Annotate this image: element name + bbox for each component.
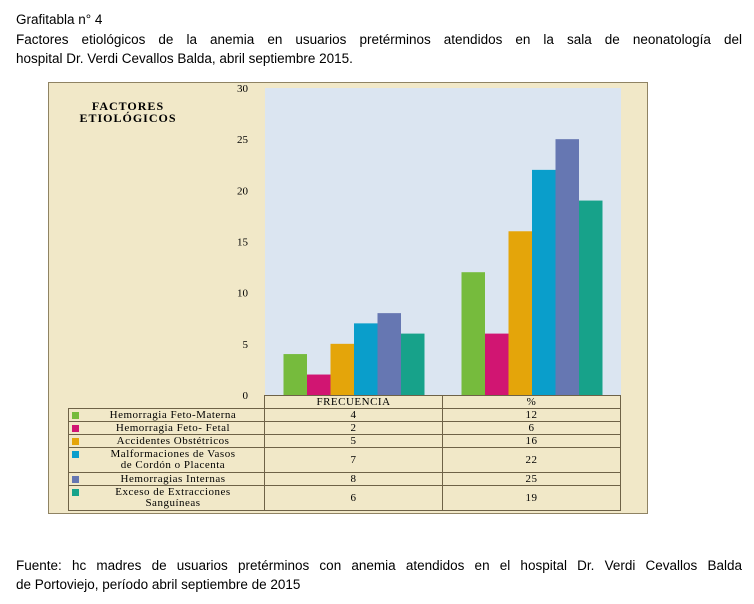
table-cell-value: 5	[264, 434, 443, 448]
table-cell-value: 25	[442, 472, 621, 486]
legend-entry-3: Accidentes Obstétricos	[68, 434, 265, 448]
legend-entry-2: Hemorragia Feto- Fetal	[68, 421, 265, 435]
table-cell-value: 16	[442, 434, 621, 448]
data-table: FRECUENCIA % Hemorragia Feto-Materna 4 12 H…	[68, 395, 621, 511]
legend-entry-6: Exceso de Extracciones Sanguíneas	[68, 485, 265, 511]
legend-entry-1: Hemorragia Feto-Materna	[68, 408, 265, 422]
table-cell-value: 2	[264, 421, 443, 435]
legend-label-line: Exceso de Extracciones	[115, 486, 231, 498]
table-cell-value: 8	[264, 472, 443, 486]
chart-title-line-1: FACTORES	[91, 99, 165, 113]
table-row: Exceso de Extracciones Sanguíneas 6 19	[68, 485, 621, 511]
bar-2-cat-2	[485, 333, 509, 395]
legend-swatch	[72, 437, 79, 445]
table-row: Accidentes Obstétricos 5 16	[68, 434, 621, 448]
legend-swatch	[72, 489, 79, 496]
legend-label-line: Malformaciones de Vasos	[110, 448, 236, 460]
legend-label-line: Accidentes Obstétricos	[116, 434, 230, 447]
table-cell-value: 22	[442, 447, 621, 473]
bar-4-cat-2	[532, 169, 556, 395]
bar-1-cat-2	[461, 272, 485, 395]
table-header-percent: %	[442, 395, 621, 409]
caption-line-1: Grafitabla n° 4	[16, 12, 103, 27]
legend-label: Accidentes Obstétricos	[82, 434, 264, 447]
table-row: Hemorragia Feto- Fetal 2 6	[68, 421, 621, 435]
y-tick-label-25: 25	[237, 134, 249, 146]
table-cell-value: 12	[442, 408, 621, 422]
legend-label: Hemorragias Internas	[82, 472, 264, 485]
table-corner	[68, 395, 265, 409]
chart-title-line-2: ETIOLÓGICOS	[79, 111, 177, 125]
caption-line-3: hospital Dr. Verdi Cevallos Balda, abril…	[16, 51, 353, 66]
table-row: Hemorragias Internas 8 25	[68, 472, 621, 486]
data-table-body: Hemorragia Feto-Materna 4 12 Hemorragia Fet…	[68, 408, 621, 511]
table-cell-value: 6	[442, 421, 621, 435]
table-cell-value: 19	[442, 485, 621, 511]
bar-6-cat-2	[579, 200, 603, 395]
bar-1-cat-1	[283, 354, 307, 395]
legend-label-line: Hemorragia Feto-Materna	[109, 408, 237, 421]
legend-label-line: Hemorragia Feto- Fetal	[115, 421, 231, 434]
table-row: Hemorragia Feto-Materna 4 12	[68, 408, 621, 422]
legend-swatch	[72, 411, 79, 419]
legend-swatch	[72, 475, 79, 483]
legend-label-line: de Cordón o Placenta	[120, 459, 226, 471]
source-line-1: Fuente: hc madres de usuarios pretérmino…	[16, 558, 742, 573]
legend-swatch	[72, 451, 79, 458]
legend-label: Hemorragia Feto- Fetal	[82, 421, 264, 434]
table-cell-value: 6	[264, 485, 443, 511]
table-header-frecuencia: FRECUENCIA	[264, 395, 443, 409]
table-row: Malformaciones de Vasos de Cordón o Place…	[68, 447, 621, 473]
bar-4-cat-1	[354, 323, 378, 395]
legend-entry-4: Malformaciones de Vasos de Cordón o Place…	[68, 447, 265, 473]
bar-3-cat-2	[508, 231, 532, 395]
bar-5-cat-1	[377, 313, 401, 395]
table-cell-value: 4	[264, 408, 443, 422]
chart-title: FACTORES ETIOLÓGICOS	[58, 100, 198, 124]
y-tick-label-15: 15	[237, 237, 249, 249]
caption-line-2: Factores etiológicos de la anemia en usu…	[16, 32, 742, 47]
y-tick-label-30: 30	[237, 83, 249, 95]
y-tick-label-20: 20	[237, 185, 249, 197]
legend-entry-5: Hemorragias Internas	[68, 472, 265, 486]
y-tick-label-10: 10	[237, 288, 249, 300]
bar-3-cat-1	[330, 343, 354, 395]
legend-label: Malformaciones de Vasos de Cordón o Place…	[82, 449, 264, 471]
bar-5-cat-2	[555, 139, 579, 395]
legend-swatch	[72, 424, 79, 432]
legend-label-line: Sanguíneas	[145, 497, 201, 509]
bar-2-cat-1	[307, 374, 331, 395]
legend-label: Exceso de Extracciones Sanguíneas	[82, 487, 264, 509]
bar-6-cat-1	[401, 333, 425, 395]
legend-label: Hemorragia Feto-Materna	[82, 408, 264, 421]
source-line-2: de Portoviejo, período abril septiembre …	[16, 577, 301, 592]
y-tick-label-5: 5	[243, 339, 249, 351]
table-cell-value: 7	[264, 447, 443, 473]
legend-label-line: Hemorragias Internas	[120, 472, 226, 485]
